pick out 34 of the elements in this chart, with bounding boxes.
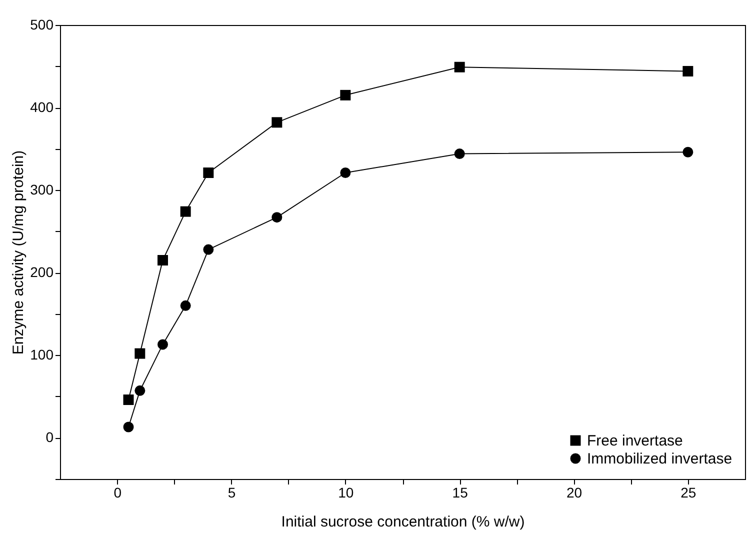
y-tick-label: 300 [30,182,54,198]
point [180,300,191,311]
point [203,244,214,255]
y-tick-label: 100 [30,346,54,363]
x-tick-label: 5 [228,484,236,500]
legend-label: Immobilized invertase [587,450,732,468]
x-tick-label: 0 [114,484,122,500]
x-tick-label: 10 [338,484,354,500]
point [203,168,214,178]
y-axis-title: Enzyme activity (U/mg protein) [10,150,28,355]
y-tick-label: 0 [46,429,54,446]
point [340,168,351,178]
x-axis-title: Initial sucrose concentration (% w/w) [281,514,525,530]
x-tick-label: 25 [680,484,696,500]
point [123,394,134,405]
point [134,385,146,396]
legend-label: Free invertase [587,432,683,450]
point [134,348,146,359]
y-tick-label: 200 [30,264,54,280]
point [454,148,465,160]
point [272,117,282,128]
point [272,212,282,223]
y-tick-label: 400 [30,99,54,116]
point [682,66,694,76]
point [158,255,168,266]
x-tick-label: 15 [452,484,468,500]
x-tick-label: 20 [566,484,582,500]
point [158,339,168,350]
y-tick-label: 500 [30,16,54,32]
point [180,206,191,217]
point [123,422,134,432]
point [340,90,351,100]
point [454,62,465,72]
point [682,146,694,158]
